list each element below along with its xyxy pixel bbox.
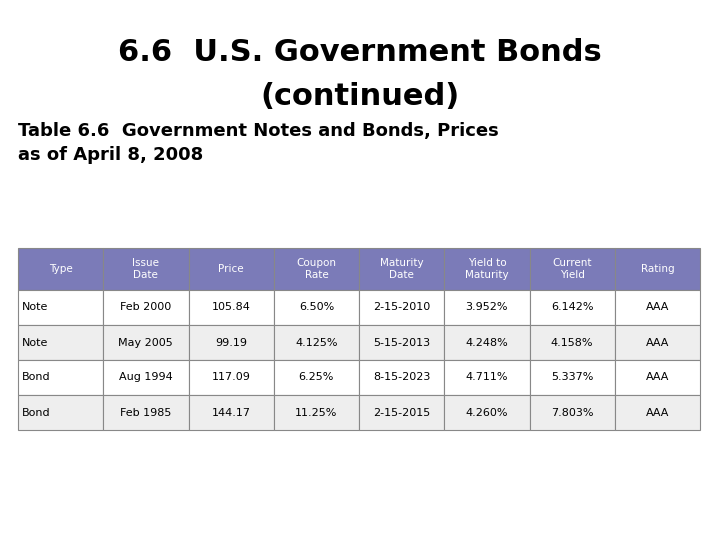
Text: 4.711%: 4.711% (466, 373, 508, 382)
FancyBboxPatch shape (189, 290, 274, 325)
Text: 3.952%: 3.952% (466, 302, 508, 313)
FancyBboxPatch shape (529, 290, 615, 325)
Text: Coupon
Rate: Coupon Rate (297, 258, 336, 280)
FancyBboxPatch shape (529, 248, 615, 290)
Text: 6.50%: 6.50% (299, 302, 334, 313)
Text: Maturity
Date: Maturity Date (380, 258, 423, 280)
Text: 144.17: 144.17 (212, 408, 251, 417)
FancyBboxPatch shape (615, 360, 700, 395)
Text: 6.25%: 6.25% (299, 373, 334, 382)
Text: AAA: AAA (646, 302, 669, 313)
FancyBboxPatch shape (615, 290, 700, 325)
Text: Price: Price (218, 264, 244, 274)
FancyBboxPatch shape (103, 325, 189, 360)
Text: Type: Type (49, 264, 73, 274)
Text: 8-15-2023: 8-15-2023 (373, 373, 431, 382)
FancyBboxPatch shape (444, 248, 529, 290)
Text: 99.19: 99.19 (215, 338, 247, 348)
Text: 105.84: 105.84 (212, 302, 251, 313)
Text: Current
Yield: Current Yield (552, 258, 592, 280)
Text: Bond: Bond (22, 373, 50, 382)
FancyBboxPatch shape (103, 248, 189, 290)
Text: 4.125%: 4.125% (295, 338, 338, 348)
FancyBboxPatch shape (359, 395, 444, 430)
Text: AAA: AAA (646, 408, 669, 417)
FancyBboxPatch shape (18, 360, 103, 395)
Text: 6.142%: 6.142% (551, 302, 593, 313)
Text: 6.6  U.S. Government Bonds: 6.6 U.S. Government Bonds (118, 38, 602, 67)
FancyBboxPatch shape (18, 290, 103, 325)
FancyBboxPatch shape (103, 395, 189, 430)
Text: Feb 1985: Feb 1985 (120, 408, 171, 417)
FancyBboxPatch shape (274, 248, 359, 290)
FancyBboxPatch shape (18, 325, 103, 360)
FancyBboxPatch shape (444, 360, 529, 395)
Text: Bond: Bond (22, 408, 50, 417)
Text: 4.158%: 4.158% (551, 338, 593, 348)
FancyBboxPatch shape (274, 395, 359, 430)
FancyBboxPatch shape (529, 325, 615, 360)
FancyBboxPatch shape (615, 248, 700, 290)
Text: 7.803%: 7.803% (551, 408, 593, 417)
Text: Rating: Rating (641, 264, 674, 274)
FancyBboxPatch shape (444, 325, 529, 360)
Text: Table 6.6  Government Notes and Bonds, Prices: Table 6.6 Government Notes and Bonds, Pr… (18, 122, 499, 140)
FancyBboxPatch shape (18, 395, 103, 430)
FancyBboxPatch shape (274, 325, 359, 360)
FancyBboxPatch shape (615, 395, 700, 430)
FancyBboxPatch shape (103, 290, 189, 325)
FancyBboxPatch shape (359, 360, 444, 395)
FancyBboxPatch shape (274, 360, 359, 395)
Text: 117.09: 117.09 (212, 373, 251, 382)
Text: 4.248%: 4.248% (466, 338, 508, 348)
FancyBboxPatch shape (18, 248, 103, 290)
FancyBboxPatch shape (529, 360, 615, 395)
Text: 2-15-2010: 2-15-2010 (373, 302, 431, 313)
FancyBboxPatch shape (359, 325, 444, 360)
FancyBboxPatch shape (189, 395, 274, 430)
FancyBboxPatch shape (103, 360, 189, 395)
Text: 11.25%: 11.25% (295, 408, 338, 417)
FancyBboxPatch shape (359, 290, 444, 325)
Text: Feb 2000: Feb 2000 (120, 302, 171, 313)
FancyBboxPatch shape (359, 248, 444, 290)
Text: AAA: AAA (646, 338, 669, 348)
FancyBboxPatch shape (189, 248, 274, 290)
Text: (continued): (continued) (261, 82, 459, 111)
Text: Yield to
Maturity: Yield to Maturity (465, 258, 509, 280)
Text: 4.260%: 4.260% (466, 408, 508, 417)
Text: Issue
Date: Issue Date (132, 258, 159, 280)
FancyBboxPatch shape (189, 325, 274, 360)
Text: Note: Note (22, 302, 48, 313)
Text: 5.337%: 5.337% (551, 373, 593, 382)
Text: 2-15-2015: 2-15-2015 (373, 408, 431, 417)
Text: as of April 8, 2008: as of April 8, 2008 (18, 146, 203, 164)
Text: May 2005: May 2005 (119, 338, 174, 348)
FancyBboxPatch shape (615, 325, 700, 360)
Text: 5-15-2013: 5-15-2013 (373, 338, 430, 348)
FancyBboxPatch shape (444, 290, 529, 325)
Text: Aug 1994: Aug 1994 (119, 373, 173, 382)
FancyBboxPatch shape (189, 360, 274, 395)
Text: AAA: AAA (646, 373, 669, 382)
Text: Note: Note (22, 338, 48, 348)
FancyBboxPatch shape (274, 290, 359, 325)
FancyBboxPatch shape (529, 395, 615, 430)
FancyBboxPatch shape (444, 395, 529, 430)
